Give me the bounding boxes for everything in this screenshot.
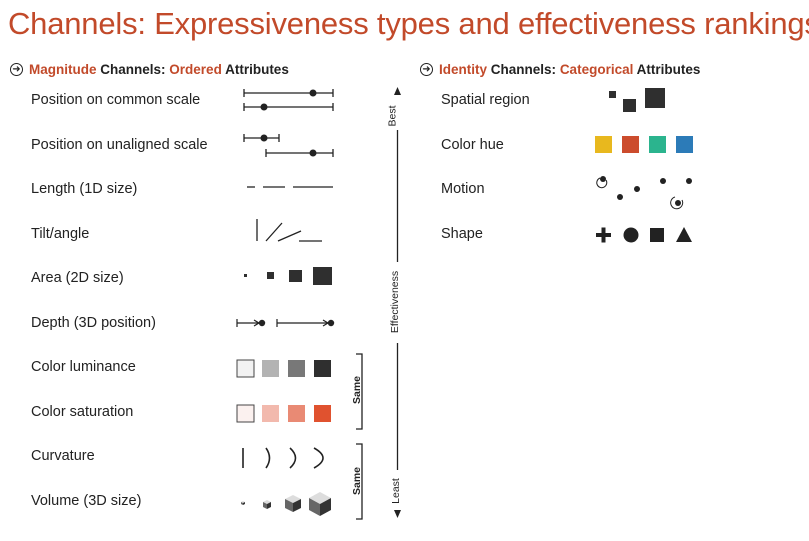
glyph-area	[244, 267, 332, 285]
same-bracket-1	[356, 353, 363, 430]
glyph-spatial-region	[609, 88, 665, 112]
glyph-color-hue	[595, 136, 693, 153]
channels-label: Channels:	[490, 62, 557, 77]
row-label-motion: Motion	[441, 181, 485, 197]
row-label-tilt: Tilt/angle	[31, 226, 90, 242]
row-label-area: Area (2D size)	[31, 270, 124, 286]
row-label-shape: Shape	[441, 226, 483, 242]
arrow-right-icon: ➜	[10, 63, 23, 76]
glyph-saturation	[236, 404, 331, 423]
row-label-volume: Volume (3D size)	[31, 493, 142, 509]
page-title: Channels: Expressiveness types and effec…	[8, 6, 809, 41]
attributes-label: Attributes	[225, 62, 289, 77]
cube-s	[263, 500, 271, 509]
cube-xs	[241, 501, 245, 505]
identity-section-header: ➜ Identity Channels: Categorical Attribu…	[420, 62, 700, 77]
glyph-common-scale	[243, 89, 334, 111]
magnitude-section-header: ➜ Magnitude Channels: Ordered Attributes	[10, 62, 289, 77]
triangle-icon	[676, 227, 692, 242]
row-label-length: Length (1D size)	[31, 181, 138, 197]
row-label-depth: Depth (3D position)	[31, 315, 156, 331]
cube-l	[309, 492, 331, 516]
glyph-tilt	[256, 219, 322, 242]
identity-label: Identity	[439, 62, 488, 77]
cube-m	[285, 495, 301, 512]
glyph-shape	[596, 227, 692, 243]
axis-arrow-down-icon	[394, 510, 401, 518]
axis-arrow-up-icon	[394, 87, 401, 95]
square-icon	[650, 228, 664, 242]
channels-label: Channels:	[100, 62, 166, 77]
row-label-unaligned-scale: Position on unaligned scale	[31, 137, 208, 153]
effectiveness-axis	[394, 87, 401, 518]
row-label-saturation: Color saturation	[31, 404, 134, 420]
glyph-volume	[241, 492, 331, 516]
categorical-label: Categorical	[559, 62, 634, 77]
arrow-right-icon: ➜	[420, 63, 433, 76]
circle-icon	[623, 227, 639, 243]
attributes-label: Attributes	[636, 62, 701, 77]
magnitude-label: Magnitude	[29, 62, 97, 77]
row-label-common-scale: Position on common scale	[31, 92, 201, 108]
row-label-spatial-region: Spatial region	[441, 92, 530, 108]
ordered-label: Ordered	[169, 62, 222, 77]
glyph-luminance	[236, 359, 331, 378]
row-label-luminance: Color luminance	[31, 359, 136, 375]
glyph-motion	[596, 176, 692, 210]
row-label-curvature: Curvature	[31, 448, 95, 464]
glyph-depth	[236, 319, 335, 327]
row-label-color-hue: Color hue	[441, 137, 504, 153]
same-bracket-2	[356, 443, 363, 520]
glyph-curvature	[242, 447, 324, 469]
glyph-unaligned-scale	[243, 134, 334, 157]
